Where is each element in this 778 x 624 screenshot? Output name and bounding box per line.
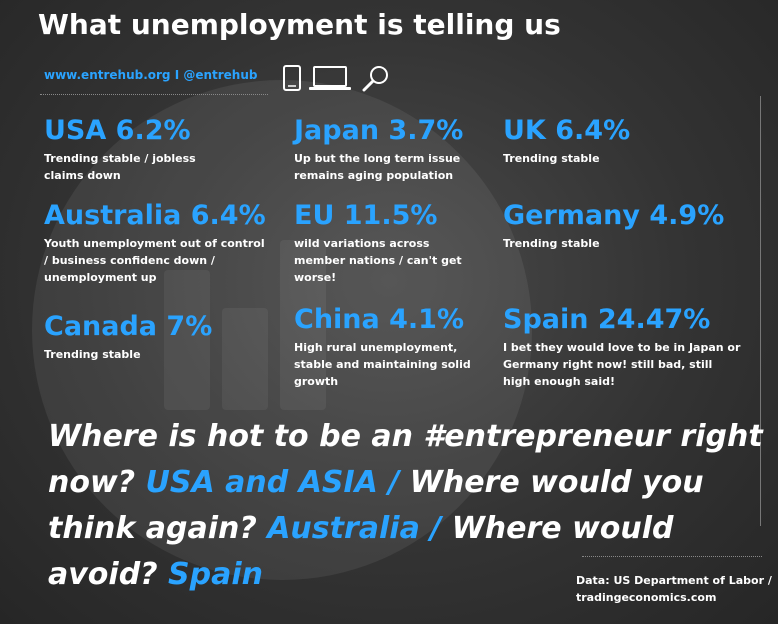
country-australia: Australia 6.4% Youth unemployment out of…	[44, 201, 272, 286]
country-china: China 4.1% High rural unemployment, stab…	[294, 305, 474, 390]
country-rate: Australia 6.4%	[44, 200, 266, 231]
country-description: Up but the long term issue remains aging…	[294, 152, 461, 182]
country-description: Youth unemployment out of control / busi…	[44, 237, 265, 284]
question-part: Where is hot to be an #entrepreneur righ…	[48, 419, 763, 500]
country-eu: EU 11.5% wild variations across member n…	[294, 201, 466, 286]
background-bar-decoration	[222, 308, 268, 410]
site-link[interactable]: www.entrehub.org I @entrehub	[44, 68, 258, 82]
country-rate: Canada 7%	[44, 311, 213, 342]
country-description: I bet they would love to be in Japan or …	[503, 341, 741, 388]
question-highlight: Australia /	[267, 511, 442, 546]
country-canada: Canada 7% Trending stable	[44, 312, 234, 363]
country-description: High rural unemployment, stable and main…	[294, 341, 471, 388]
laptop-icon	[309, 66, 351, 90]
background-bar-decoration	[164, 270, 210, 410]
question-text: Where is hot to be an #entrepreneur righ…	[48, 414, 768, 598]
background-bar-decoration	[280, 240, 326, 410]
country-rate: USA 6.2%	[44, 115, 191, 146]
country-usa: USA 6.2% Trending stable / jobless claim…	[44, 116, 204, 184]
country-rate: China 4.1%	[294, 304, 465, 335]
divider	[40, 94, 268, 95]
country-rate: Japan 3.7%	[294, 115, 464, 146]
tablet-icon	[283, 65, 301, 91]
question-part: Where would you think again?	[48, 465, 704, 546]
country-japan: Japan 3.7% Up but the long term issue re…	[294, 116, 466, 184]
country-description: Trending stable	[503, 237, 600, 250]
country-rate: UK 6.4%	[503, 115, 631, 146]
country-uk: UK 6.4% Trending stable	[503, 116, 693, 167]
data-source: Data: US Department of Labor / tradingec…	[576, 574, 772, 604]
page-title: What unemployment is telling us	[38, 8, 561, 41]
country-germany: Germany 4.9% Trending stable	[503, 201, 724, 252]
divider	[582, 556, 762, 557]
divider	[760, 96, 761, 526]
country-rate: Spain 24.47%	[503, 304, 711, 335]
background-circle-decoration	[32, 80, 532, 580]
country-description: Trending stable	[503, 152, 600, 165]
country-description: Trending stable	[44, 348, 141, 361]
question-highlight: Spain	[168, 557, 263, 592]
country-description: Trending stable / jobless claims down	[44, 152, 196, 182]
question-highlight: USA and ASIA /	[145, 465, 400, 500]
search-icon	[362, 66, 388, 92]
country-spain: Spain 24.47% I bet they would love to be…	[503, 305, 743, 390]
country-rate: Germany 4.9%	[503, 200, 725, 231]
country-rate: EU 11.5%	[294, 200, 438, 231]
country-description: wild variations across member nations / …	[294, 237, 462, 284]
question-part: Where would avoid?	[48, 511, 674, 592]
